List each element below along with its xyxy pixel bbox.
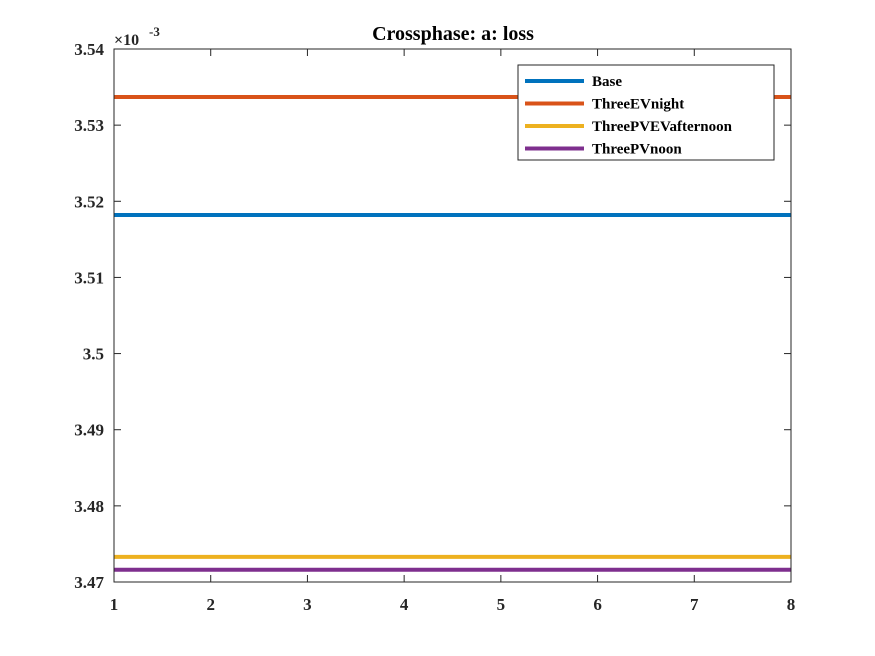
y-tick-label: 3.54 bbox=[74, 40, 104, 59]
x-tick-label: 6 bbox=[593, 595, 602, 614]
y-tick-label: 3.5 bbox=[83, 345, 104, 364]
y-tick-label: 3.48 bbox=[74, 497, 104, 516]
axes-box bbox=[113, 48, 792, 583]
legend-label: ThreePVEVafternoon bbox=[592, 119, 733, 135]
chart-title: Crossphase: a: loss bbox=[372, 23, 534, 45]
x-tick-label: 7 bbox=[690, 595, 699, 614]
y-exponent-power: -3 bbox=[149, 24, 160, 39]
y-tick-label: 3.53 bbox=[74, 116, 104, 135]
y-tick-label: 3.51 bbox=[74, 268, 104, 287]
x-tick-label: 4 bbox=[400, 595, 409, 614]
legend-label: Base bbox=[592, 74, 622, 90]
x-tick-label: 8 bbox=[787, 595, 796, 614]
x-tick-label: 2 bbox=[206, 595, 215, 614]
axes-layer: 1 2 3 4 5 6 7 8 3.47 3.48 3.49 3.5 3.51 3.52 3.53 3.54 bbox=[74, 40, 795, 614]
y-exponent-label: ×10 -3 bbox=[114, 24, 160, 49]
y-tick-label: 3.52 bbox=[74, 192, 104, 211]
y-exponent-base: ×10 bbox=[114, 32, 139, 49]
x-tick-label: 1 bbox=[110, 595, 119, 614]
legend-label: ThreePVnoon bbox=[592, 142, 682, 158]
x-tick-label: 5 bbox=[497, 595, 506, 614]
legend: Base ThreeEVnight ThreePVEVafternoon ThreeP… bbox=[517, 64, 775, 161]
x-tick-label: 3 bbox=[303, 595, 312, 614]
legend-label: ThreeEVnight bbox=[592, 97, 684, 113]
y-tick-label: 3.49 bbox=[74, 421, 104, 440]
y-tick-label: 3.47 bbox=[74, 573, 104, 592]
